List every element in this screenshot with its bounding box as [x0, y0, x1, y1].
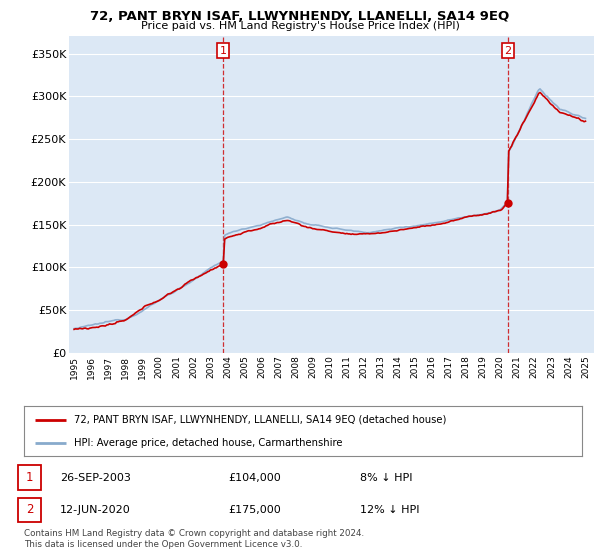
Text: 26-SEP-2003: 26-SEP-2003	[60, 473, 131, 483]
Text: Contains HM Land Registry data © Crown copyright and database right 2024.
This d: Contains HM Land Registry data © Crown c…	[24, 529, 364, 549]
Text: £104,000: £104,000	[228, 473, 281, 483]
Text: Price paid vs. HM Land Registry's House Price Index (HPI): Price paid vs. HM Land Registry's House …	[140, 21, 460, 31]
Text: 2: 2	[26, 503, 33, 516]
Text: HPI: Average price, detached house, Carmarthenshire: HPI: Average price, detached house, Carm…	[74, 438, 343, 448]
Text: 2: 2	[505, 45, 511, 55]
Text: 1: 1	[220, 45, 227, 55]
Text: 12-JUN-2020: 12-JUN-2020	[60, 505, 131, 515]
Text: 8% ↓ HPI: 8% ↓ HPI	[360, 473, 413, 483]
Bar	[18, 465, 41, 490]
Text: 12% ↓ HPI: 12% ↓ HPI	[360, 505, 419, 515]
Bar	[18, 498, 41, 522]
Text: 72, PANT BRYN ISAF, LLWYNHENDY, LLANELLI, SA14 9EQ (detached house): 72, PANT BRYN ISAF, LLWYNHENDY, LLANELLI…	[74, 414, 446, 424]
Text: 1: 1	[26, 471, 33, 484]
Text: £175,000: £175,000	[228, 505, 281, 515]
Text: 72, PANT BRYN ISAF, LLWYNHENDY, LLANELLI, SA14 9EQ: 72, PANT BRYN ISAF, LLWYNHENDY, LLANELLI…	[91, 10, 509, 23]
